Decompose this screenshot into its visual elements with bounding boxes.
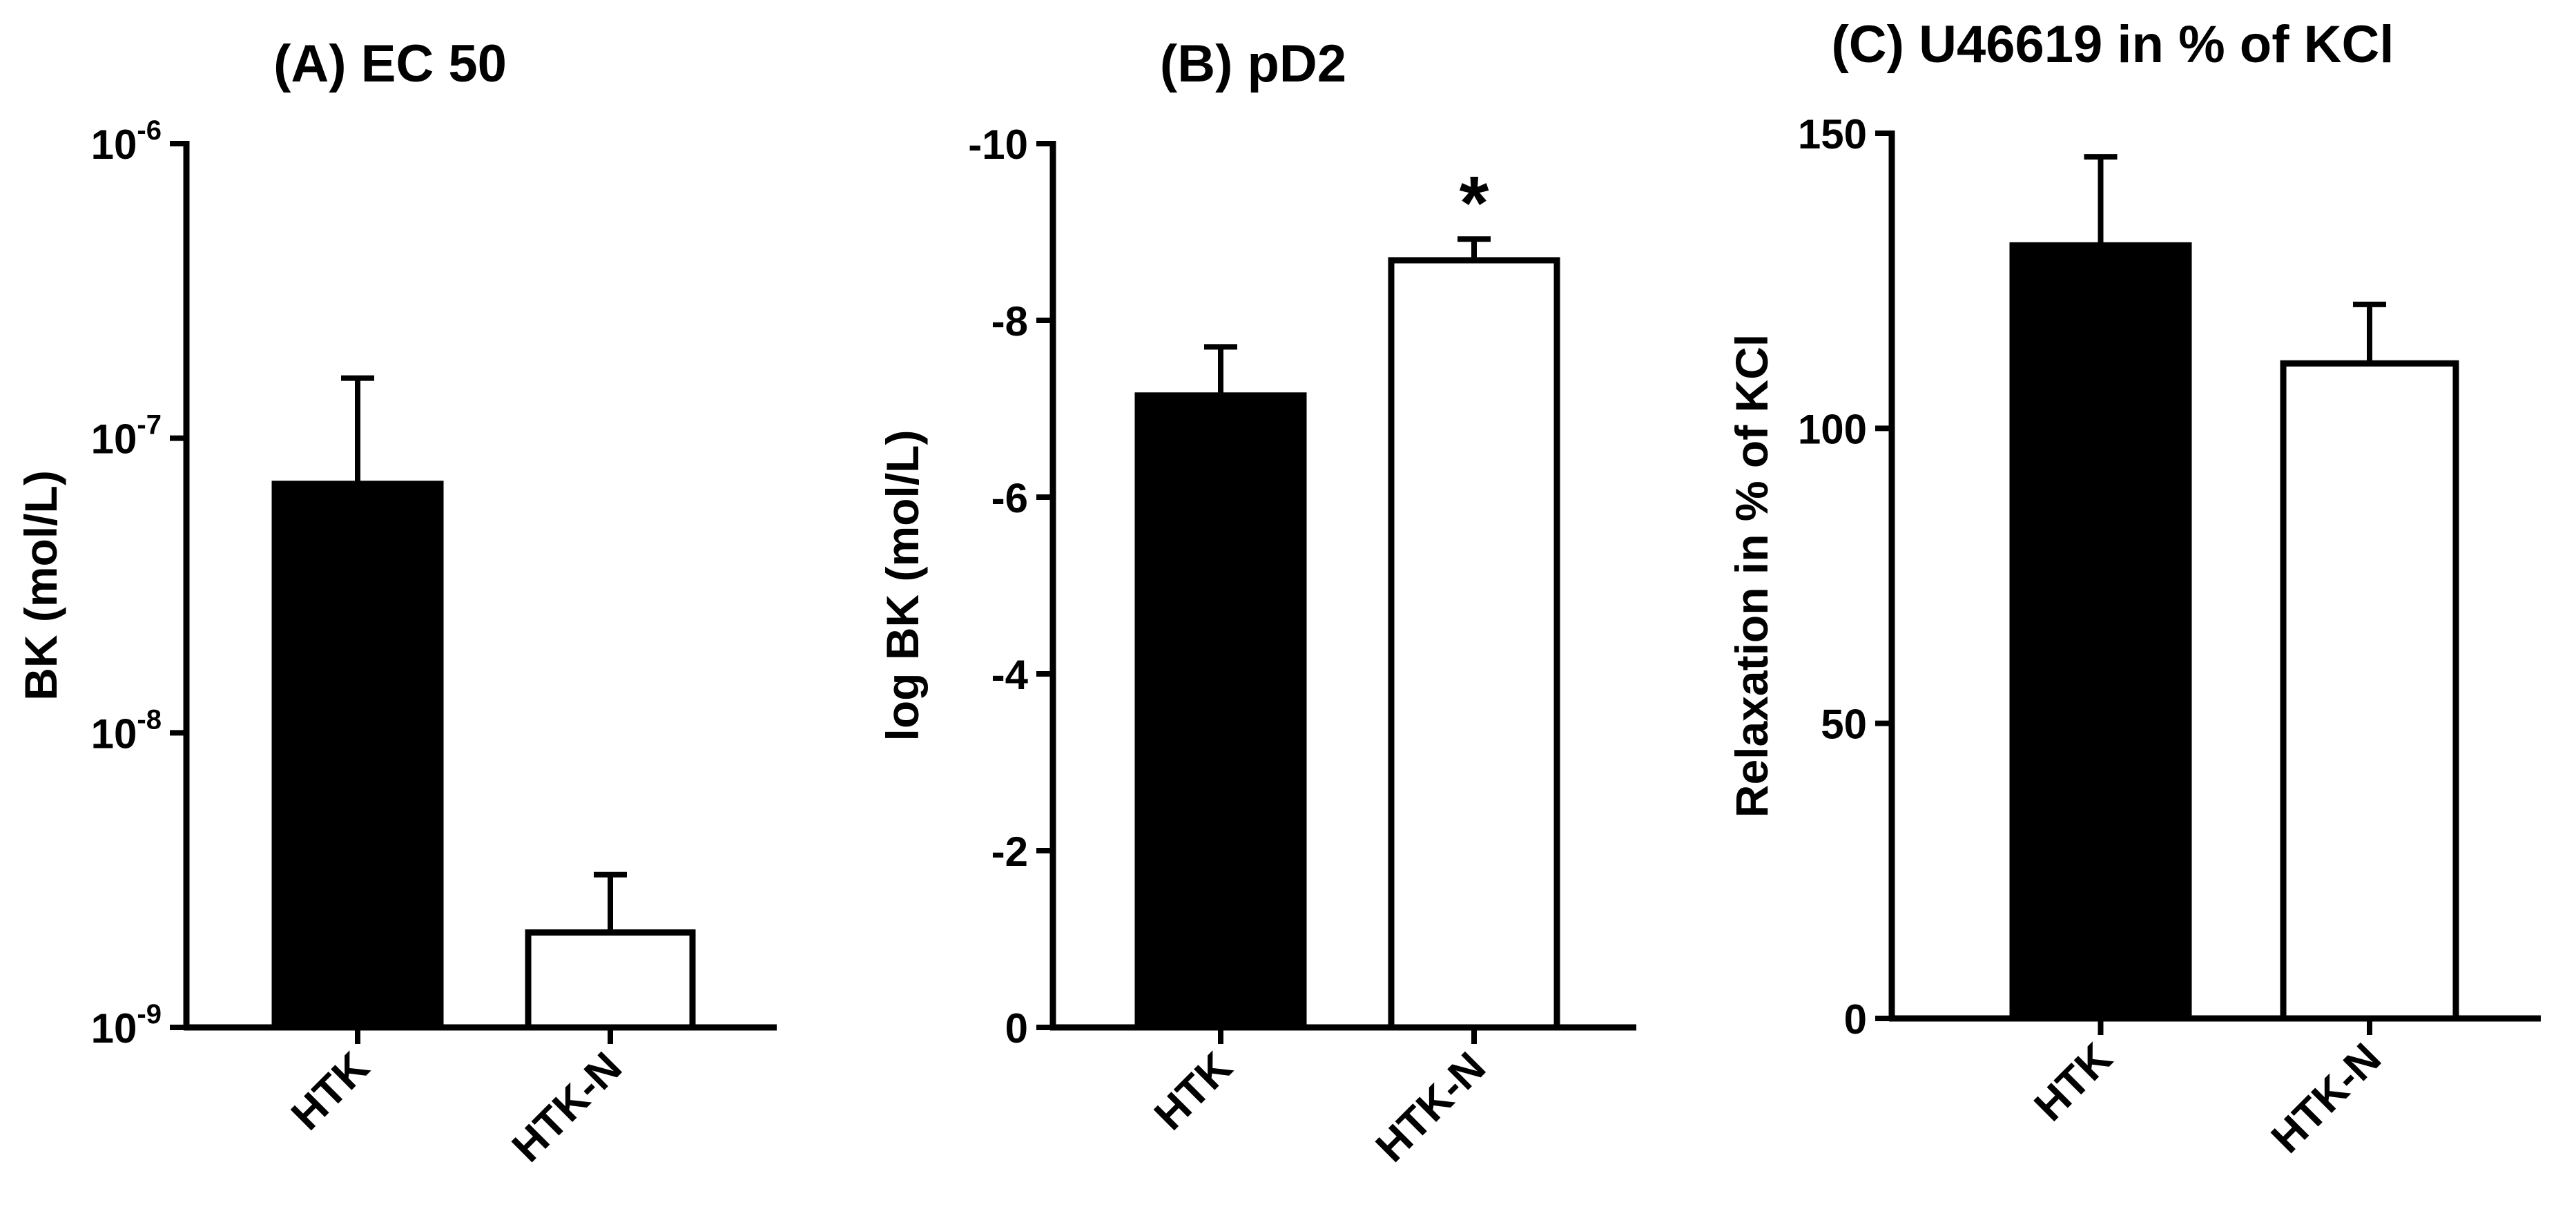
y-tick-label: 10-6 <box>91 115 162 168</box>
x-tick-label: HTK <box>282 1043 378 1139</box>
y-tick-label: 10-8 <box>91 704 162 757</box>
y-axis-label: Relaxation in % of KCl <box>1726 334 1777 818</box>
y-tick-label: -4 <box>991 652 1029 698</box>
bar <box>1388 257 1560 1031</box>
bar <box>2280 360 2459 1022</box>
y-tick-label: -8 <box>991 298 1028 345</box>
panel-b-pd2: (B) pD2 log BK (mol/L) * 0 -2 -4 -6 -8 -10 HTK HTK… <box>877 35 1636 1171</box>
y-tick-label: 50 <box>1821 702 1867 748</box>
x-tick-label: HTK-N <box>1367 1043 1495 1171</box>
y-tick-base: 10 <box>91 416 137 463</box>
y-axis-label: log BK (mol/L) <box>877 430 928 742</box>
y-tick-label: 100 <box>1798 406 1867 452</box>
y-tick-label: -10 <box>968 122 1028 168</box>
panel-c-relaxation: (C) U46619 in % of KCl Relaxation in % of… <box>1726 15 2541 1162</box>
chart-title: (B) pD2 <box>1160 35 1346 93</box>
y-tick-exponent: -9 <box>137 999 162 1029</box>
y-tick-label: 0 <box>1005 1005 1028 1052</box>
y-axis-label: BK (mol/L) <box>15 470 66 701</box>
y-tick-label: 150 <box>1798 111 1867 157</box>
y-tick-label: -2 <box>991 829 1028 875</box>
y-tick-label: 10-9 <box>91 999 162 1052</box>
y-tick-label: -6 <box>991 475 1028 521</box>
y-tick-exponent: -6 <box>137 115 162 146</box>
y-tick-base: 10 <box>91 1005 137 1052</box>
significance-marker: * <box>1460 161 1489 246</box>
y-tick-label: 10-7 <box>91 410 162 463</box>
y-tick-base: 10 <box>91 122 137 168</box>
y-tick-exponent: -8 <box>137 704 162 735</box>
chart-title: (C) U46619 in % of KCl <box>1831 15 2394 74</box>
x-tick-label: HTK <box>2026 1034 2122 1130</box>
y-tick-label: 0 <box>1844 996 1867 1043</box>
x-tick-label: HTK-N <box>503 1043 631 1171</box>
bar <box>2009 242 2192 1022</box>
x-tick-label: HTK-N <box>2263 1034 2390 1162</box>
chart-title: (A) EC 50 <box>273 35 507 93</box>
bar <box>525 929 696 1031</box>
bar <box>271 481 444 1031</box>
y-tick-exponent: -7 <box>137 410 162 441</box>
x-tick-label: HTK <box>1145 1043 1241 1139</box>
y-tick-base: 10 <box>91 710 137 757</box>
bar <box>1134 392 1307 1031</box>
